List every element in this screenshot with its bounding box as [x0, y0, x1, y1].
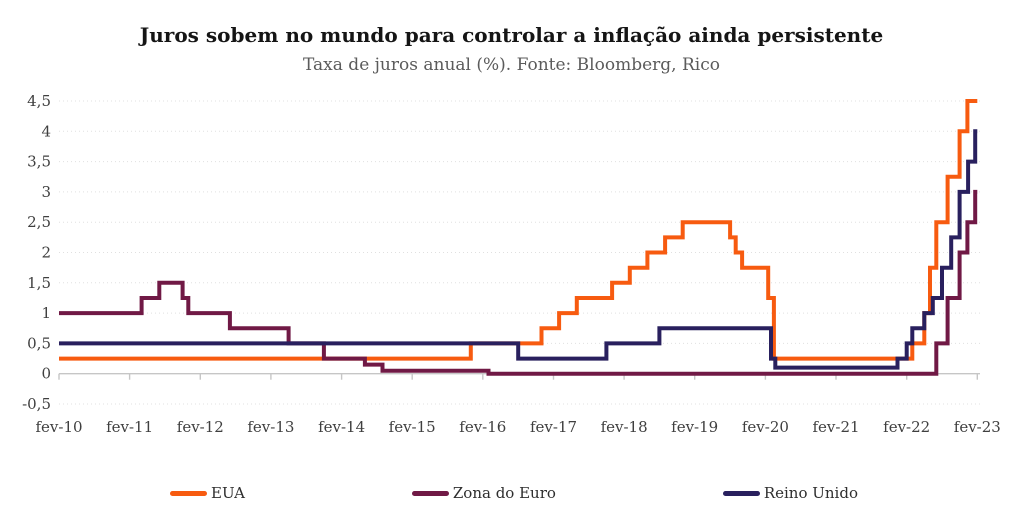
page-subtitle: Taxa de juros anual (%). Fonte: Bloomber…	[303, 55, 720, 76]
y-tick-label: 3,5	[27, 153, 51, 171]
legend-label-zona-do-euro: Zona do Euro	[452, 484, 556, 502]
legend-swatch-reino-unido-icon	[722, 490, 760, 496]
series-line-reino-unido	[59, 129, 978, 370]
y-tick-label: 3	[41, 183, 51, 201]
x-tick-label: fev-21	[812, 418, 859, 436]
x-tick-label: fev-17	[530, 418, 577, 436]
legend-item-zona-do-euro: Zona do Euro	[411, 483, 556, 503]
x-tick-label: fev-11	[106, 418, 153, 436]
x-tick-label: fev-23	[954, 418, 1001, 436]
x-tick-label: fev-10	[35, 418, 82, 436]
x-tick-label: fev-16	[459, 418, 506, 436]
series-line-eua	[59, 99, 978, 361]
legend-label-reino-unido: Reino Unido	[763, 484, 858, 502]
x-tick-label: fev-20	[742, 418, 789, 436]
y-tick-label: 4,5	[27, 92, 51, 110]
x-tick-label: fev-22	[883, 418, 930, 436]
x-tick-label: fev-18	[601, 418, 648, 436]
y-tick-label: 1,5	[27, 274, 51, 292]
series-line-zona-do-euro	[59, 189, 978, 376]
x-tick-label: fev-14	[318, 418, 365, 436]
x-tick-label: fev-15	[389, 418, 436, 436]
legend: EUA Zona do Euro Reino Unido	[170, 483, 858, 503]
y-tick-label: 4	[41, 122, 51, 140]
y-tick-label: 2,5	[27, 213, 51, 231]
legend-item-eua: EUA	[170, 483, 245, 503]
y-tick-label: 0	[41, 365, 51, 383]
y-tick-label: 2	[41, 244, 51, 262]
legend-label-eua: EUA	[211, 484, 245, 502]
legend-item-reino-unido: Reino Unido	[722, 483, 858, 503]
y-tick-label: 1	[41, 304, 51, 322]
page-title: Juros sobem no mundo para controlar a in…	[139, 23, 884, 48]
x-tick-label: fev-13	[247, 418, 294, 436]
legend-swatch-eua-icon	[170, 490, 207, 496]
x-tick-label: fev-19	[671, 418, 718, 436]
y-tick-label: -0,5	[22, 395, 51, 413]
legend-swatch-zona-do-euro-icon	[411, 490, 449, 496]
y-tick-label: 0,5	[27, 334, 51, 352]
x-tick-label: fev-12	[177, 418, 224, 436]
